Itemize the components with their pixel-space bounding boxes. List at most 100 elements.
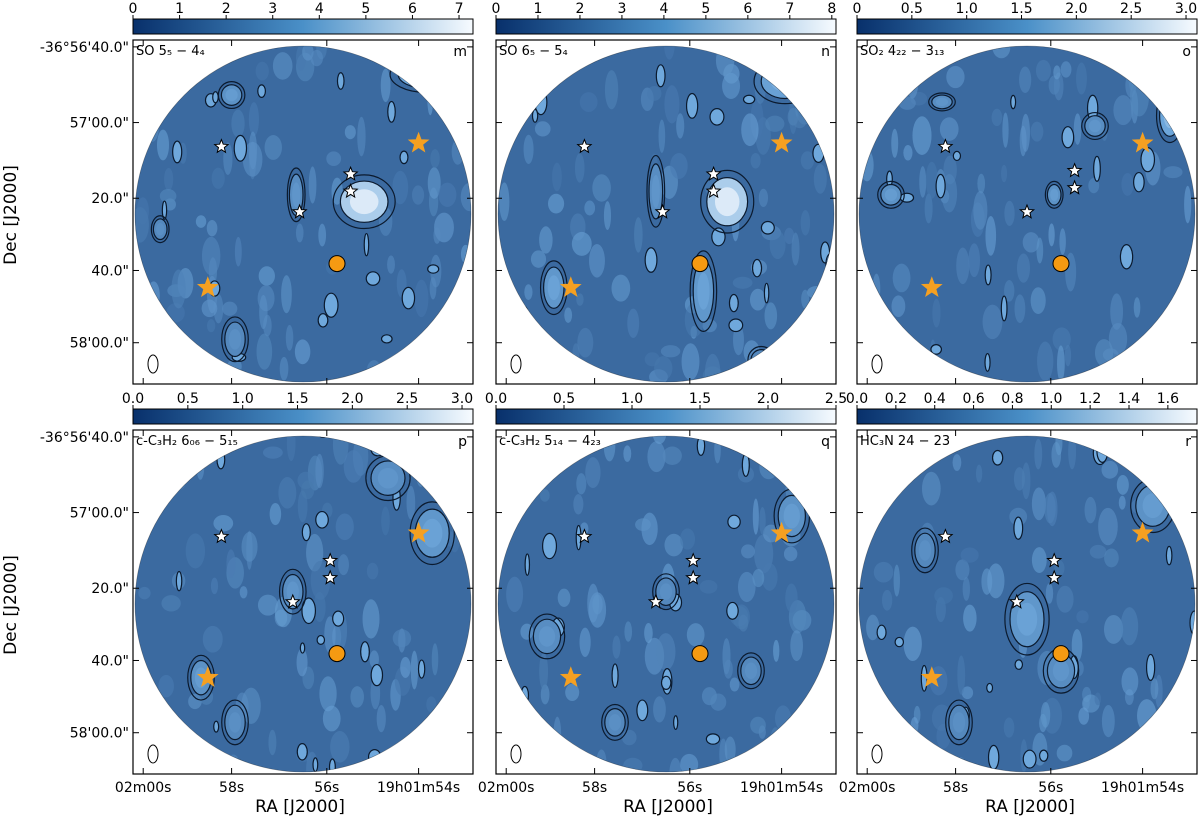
emission-core xyxy=(1052,660,1070,682)
ra-tick-label: 56s xyxy=(314,780,339,796)
beam-ellipse xyxy=(871,744,883,764)
colorbar-tick-label: 1.0 xyxy=(956,1,978,17)
emission-speckle xyxy=(1001,164,1008,183)
emission-contour xyxy=(286,167,306,223)
ra-tick-label: 02m00s xyxy=(839,780,896,796)
emission-contour xyxy=(1044,180,1064,209)
emission-speckle xyxy=(564,307,573,323)
emission-speckle xyxy=(592,174,611,202)
emission-speckle xyxy=(866,614,880,641)
white-star-marker xyxy=(342,183,359,199)
emission-speckle xyxy=(647,441,666,473)
emission-contour xyxy=(685,92,699,119)
colorbar-tick-label: 1.0 xyxy=(1040,391,1062,407)
emission-speckle xyxy=(624,621,633,642)
emission-speckle xyxy=(1121,173,1134,196)
emission-speckle xyxy=(234,236,242,267)
emission-speckle xyxy=(1056,585,1074,613)
emission-speckle xyxy=(523,134,534,165)
emission-contour xyxy=(528,613,566,660)
emission-speckle xyxy=(968,243,980,278)
colorbar: 0 0.5 1.0 1.5 2.0 2.5 3.0 xyxy=(853,1,1198,35)
colorbar-tick-label: 3.0 xyxy=(1175,1,1197,17)
emission-speckle xyxy=(699,580,718,594)
emission-core xyxy=(349,189,379,215)
emission-speckle xyxy=(1031,487,1046,521)
colorbar-tick-label: 0.5 xyxy=(177,391,199,407)
ra-tick-label: 58s xyxy=(219,780,244,796)
emission-contour xyxy=(315,510,329,529)
emission-speckle xyxy=(158,674,174,698)
emission-speckle xyxy=(1030,121,1044,142)
emission-speckle xyxy=(741,113,759,147)
emission-speckle xyxy=(258,266,275,286)
emission-speckle xyxy=(790,630,803,662)
emission-speckle xyxy=(1048,75,1060,95)
emission-speckle xyxy=(704,353,721,382)
emission-speckle xyxy=(634,217,643,253)
emission-speckle xyxy=(1103,614,1124,644)
emission-speckle xyxy=(338,554,349,576)
emission-speckle xyxy=(585,457,601,489)
emission-speckle xyxy=(201,236,221,276)
white-star-marker xyxy=(1066,179,1083,195)
emission-speckle xyxy=(604,70,619,110)
emission-speckle xyxy=(294,339,311,365)
emission-speckle xyxy=(269,502,282,526)
emission-core xyxy=(422,518,443,548)
emission-speckle xyxy=(762,524,780,543)
ra-tick-label: 58s xyxy=(582,780,607,796)
colorbar-bar xyxy=(132,18,474,35)
white-star-marker xyxy=(342,165,359,181)
emission-contour xyxy=(700,169,755,234)
white-star-marker xyxy=(576,138,593,154)
colorbar-tick-label: 1 xyxy=(534,1,543,17)
emission-contour xyxy=(575,524,582,551)
emission-speckle xyxy=(680,753,699,772)
panel-letter: r xyxy=(1185,434,1191,450)
colorbar-tick-label: 0 xyxy=(853,1,862,17)
emission-speckle xyxy=(530,250,547,268)
colorbar-bar xyxy=(856,18,1198,35)
emission-contour xyxy=(257,84,267,99)
emission-speckle xyxy=(791,232,800,266)
emission-speckle xyxy=(1002,112,1009,148)
emission-speckle xyxy=(1031,547,1047,574)
emission-speckle xyxy=(1021,462,1031,500)
colorbar-tick-label: 0.5 xyxy=(901,1,923,17)
colorbar: 0.0 0.5 1.0 1.5 2.0 2.5 3.0 xyxy=(122,391,474,425)
emission-speckle xyxy=(931,704,952,731)
emission-contour xyxy=(387,100,396,123)
orange-circle-marker xyxy=(328,645,346,663)
emission-contour xyxy=(711,227,726,247)
colorbar-tick-label: 0.2 xyxy=(885,391,907,407)
colorbar-tick-label: 3 xyxy=(268,1,277,17)
emission-speckle xyxy=(387,255,395,274)
orange-star-marker xyxy=(920,666,943,687)
emission-speckle xyxy=(973,190,988,230)
emission-speckle xyxy=(1133,297,1141,318)
emission-speckle xyxy=(392,629,412,648)
emission-contour xyxy=(150,215,170,244)
colorbar-tick-label: 1.5 xyxy=(1010,1,1032,17)
emission-speckle xyxy=(670,152,688,180)
emission-core xyxy=(286,581,299,602)
emission-contour xyxy=(689,250,718,332)
emission-speckle xyxy=(1163,166,1183,179)
emission-speckle xyxy=(138,586,151,600)
colorbar-tick-label: 6 xyxy=(408,1,417,17)
emission-speckle xyxy=(322,705,341,732)
emission-speckle xyxy=(732,276,753,289)
emission-contour xyxy=(370,663,384,687)
emission-speckle xyxy=(539,653,549,690)
emission-speckle xyxy=(992,46,1011,59)
emission-speckle xyxy=(1078,707,1090,725)
emission-core xyxy=(225,88,238,102)
emission-speckle xyxy=(912,116,932,156)
emission-speckle xyxy=(729,677,740,692)
emission-contour xyxy=(673,715,679,730)
emission-speckle xyxy=(1004,280,1015,302)
emission-contour xyxy=(187,654,215,701)
x-axis-label-mid: RA [J2000] xyxy=(623,797,713,817)
